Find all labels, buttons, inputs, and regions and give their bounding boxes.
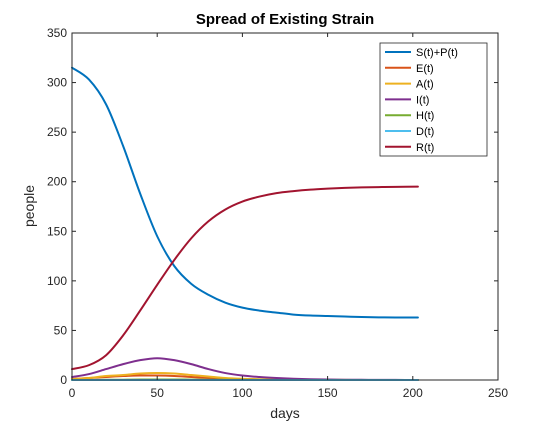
series-line-6: [71, 185, 419, 371]
legend-label-0: S(t)+P(t): [416, 47, 458, 59]
legend-label-2: A(t): [416, 79, 434, 91]
legend-label-3: I(t): [416, 94, 429, 106]
x-tick-label: 0: [69, 386, 76, 400]
y-tick-label: 250: [47, 125, 67, 139]
legend-label-1: E(t): [416, 63, 434, 75]
legend-label-6: R(t): [416, 142, 434, 154]
legend-label-4: H(t): [416, 110, 434, 122]
y-axis-ticks: 0 50 100 150 200 250 300 350: [47, 26, 498, 387]
chart-title: Spread of Existing Strain: [196, 11, 374, 28]
x-tick-label: 150: [318, 386, 338, 400]
y-tick-label: 0: [60, 373, 67, 387]
y-tick-label: 150: [47, 224, 67, 238]
x-tick-label: 100: [232, 386, 252, 400]
legend-label-5: D(t): [416, 126, 434, 138]
x-axis-label: days: [270, 405, 300, 421]
y-tick-label: 100: [47, 274, 67, 288]
x-axis-ticks: 0 50 100 150 200 250: [69, 33, 508, 400]
x-tick-label: 250: [488, 386, 508, 400]
series-line-0: [71, 66, 419, 319]
y-tick-label: 350: [47, 26, 67, 40]
y-axis-label: people: [21, 185, 37, 227]
x-tick-label: 50: [151, 386, 165, 400]
x-tick-label: 200: [403, 386, 423, 400]
legend: S(t)+P(t) E(t) A(t) I(t) H(t) D(t) R(t): [379, 42, 488, 157]
y-tick-label: 300: [47, 76, 67, 90]
y-tick-label: 50: [54, 323, 68, 337]
y-tick-label: 200: [47, 175, 67, 189]
